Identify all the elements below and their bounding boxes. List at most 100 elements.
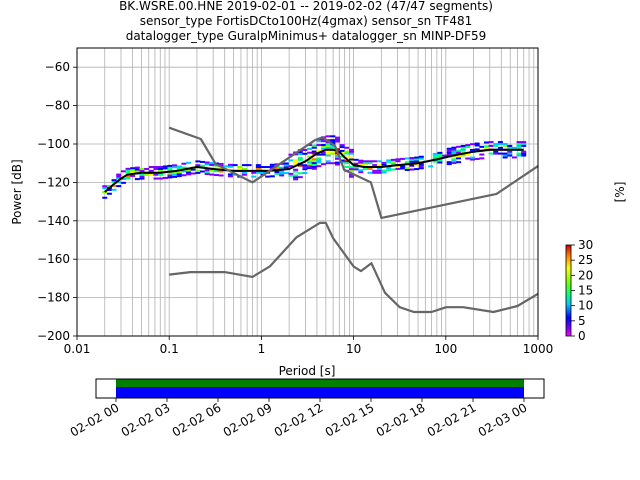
- pdf-cell: [437, 151, 443, 154]
- pdf-cell: [376, 164, 382, 167]
- pdf-cell: [432, 152, 438, 155]
- pdf-cell: [409, 168, 415, 171]
- pdf-cell: [353, 158, 359, 161]
- pdf-cell: [134, 168, 140, 171]
- pdf-cell: [204, 169, 210, 172]
- pdf-cell: [474, 148, 480, 151]
- pdf-cell: [153, 173, 159, 176]
- pdf-cell: [297, 153, 303, 156]
- pdf-cell: [446, 147, 452, 150]
- pdf-cell: [479, 145, 485, 148]
- pdf-cell: [172, 172, 178, 175]
- pdf-cell: [176, 173, 182, 176]
- pdf-cell: [181, 170, 187, 173]
- pdf-cell: [507, 150, 513, 153]
- pdf-cell: [153, 167, 159, 170]
- pdf-cell: [497, 141, 503, 144]
- pdf-cell: [321, 163, 327, 166]
- pdf-cell: [483, 141, 489, 144]
- pdf-cell: [274, 163, 280, 166]
- plot-background: [77, 48, 538, 336]
- pdf-cell: [218, 174, 224, 177]
- pdf-cell: [102, 185, 108, 188]
- x-axis-ticks: 0.01 0.1 1 10 100 1000: [64, 336, 553, 356]
- pdf-cell: [372, 169, 378, 172]
- pdf-cell: [428, 165, 434, 168]
- plot-lines: [104, 126, 539, 314]
- colorbar-tick-label: 20: [578, 268, 593, 282]
- pdf-cell: [237, 166, 243, 169]
- pdf-cell: [344, 156, 350, 159]
- pdf-cell: [376, 171, 382, 174]
- plot-frame: [76, 47, 539, 337]
- pdf-cell: [358, 161, 364, 164]
- pdf-cell: [362, 160, 368, 163]
- pdf-cell: [311, 150, 317, 153]
- pdf-cell: [302, 148, 308, 151]
- chart-title-line-2: sensor_type FortisDCto100Hz(4gmax) senso…: [140, 14, 472, 28]
- pdf-cell: [511, 156, 517, 159]
- pdf-cell: [488, 144, 494, 147]
- pdf-cell: [297, 164, 303, 167]
- pdf-cell: [172, 175, 178, 178]
- pdf-cell: [130, 169, 136, 172]
- pdf-cell: [325, 146, 331, 149]
- x-tick-label: 0.1: [160, 342, 179, 356]
- pdf-cell: [293, 170, 299, 173]
- pdf-cell: [186, 171, 192, 174]
- pdf-cell: [507, 152, 513, 155]
- pdf-cell: [167, 174, 173, 177]
- pdf-cell: [297, 151, 303, 154]
- pdf-cell: [307, 151, 313, 154]
- pdf-cell: [293, 161, 299, 164]
- pdf-cell: [167, 176, 173, 179]
- pdf-cell: [330, 144, 336, 147]
- pdf-cell: [511, 146, 517, 149]
- pdf-cell: [516, 146, 522, 149]
- timeline-tick-label: 02-03 00: [476, 400, 530, 439]
- pdf-cell: [330, 162, 336, 165]
- pdf-cell: [218, 162, 224, 165]
- pdf-cell: [516, 144, 522, 147]
- pdf-cell: [293, 162, 299, 165]
- pdf-cell: [209, 169, 215, 172]
- pdf-cell: [353, 162, 359, 165]
- y-tick-label: −60: [45, 60, 70, 74]
- pdf-cell: [139, 175, 145, 178]
- pdf-cell: [302, 172, 308, 175]
- pdf-cell: [418, 165, 424, 168]
- pdf-cell: [200, 164, 206, 167]
- colorbar-tick-label: 0: [578, 329, 586, 343]
- pdf-cell: [339, 146, 345, 149]
- pdf-cell: [106, 192, 112, 195]
- pdf-cell: [386, 159, 392, 162]
- pdf-cell: [316, 159, 322, 162]
- pdf-cell: [404, 157, 410, 160]
- pdf-cell: [162, 165, 168, 168]
- pdf-cell: [176, 167, 182, 170]
- pdf-cell: [279, 172, 285, 175]
- pdf-cell: [274, 167, 280, 170]
- pdf-cell: [144, 167, 150, 170]
- pdf-cell: [446, 149, 452, 152]
- pdf-cell: [316, 153, 322, 156]
- pdf-cell: [460, 146, 466, 149]
- pdf-cell: [195, 160, 201, 163]
- timeline-tick-label: 02-02 18: [374, 400, 428, 439]
- pdf-cell: [167, 172, 173, 175]
- timeline-coverage-bar: [116, 387, 524, 398]
- pdf-cell: [241, 164, 247, 167]
- pdf-cell: [144, 173, 150, 176]
- timeline-tick-label: 02-02 03: [119, 400, 173, 439]
- pdf-cell: [414, 156, 420, 159]
- y-tick-label: −120: [37, 175, 70, 189]
- pdf-cell: [372, 171, 378, 174]
- pdf-cell: [316, 161, 322, 164]
- pdf-cell: [470, 143, 476, 146]
- pdf-cell: [186, 173, 192, 176]
- pdf-cell: [502, 152, 508, 155]
- pdf-cell: [227, 165, 233, 168]
- pdf-cell: [348, 173, 354, 176]
